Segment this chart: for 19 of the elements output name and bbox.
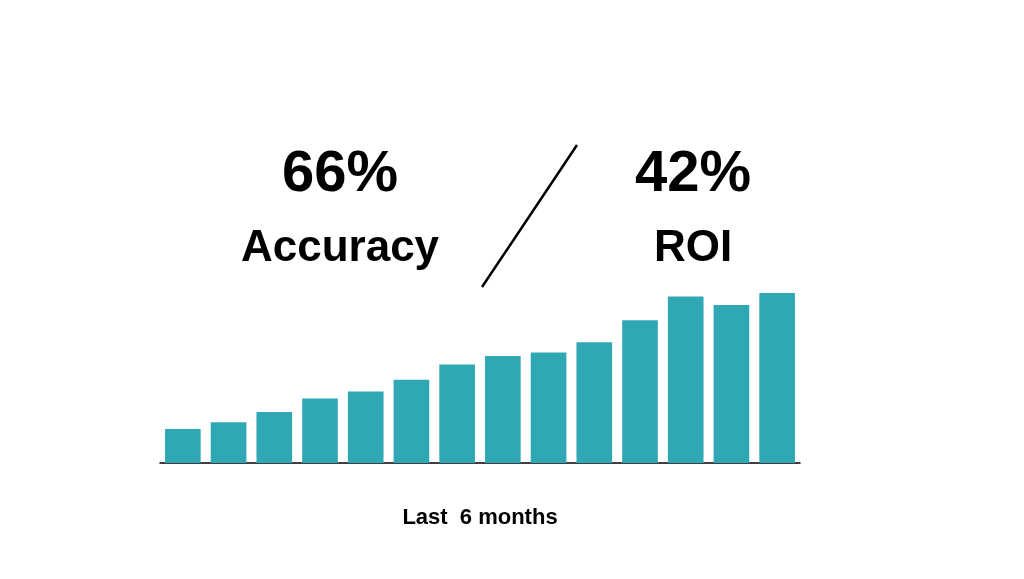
text: 42% (634, 137, 752, 203)
text: Accuracy (240, 220, 440, 270)
bar (165, 429, 201, 463)
bar (759, 293, 795, 463)
bar (622, 320, 658, 463)
bar (530, 352, 567, 463)
bar (713, 304, 750, 463)
bar (302, 398, 338, 463)
bar (667, 296, 704, 463)
bar (439, 364, 475, 463)
text: 66% (281, 137, 399, 203)
bar (576, 342, 613, 463)
bar (347, 391, 384, 463)
bar (256, 412, 293, 463)
text: ROI (653, 220, 733, 270)
bar (210, 422, 247, 463)
bar (393, 379, 430, 463)
x-axis-title: Last 6 months (402, 503, 558, 529)
bar (485, 355, 521, 463)
